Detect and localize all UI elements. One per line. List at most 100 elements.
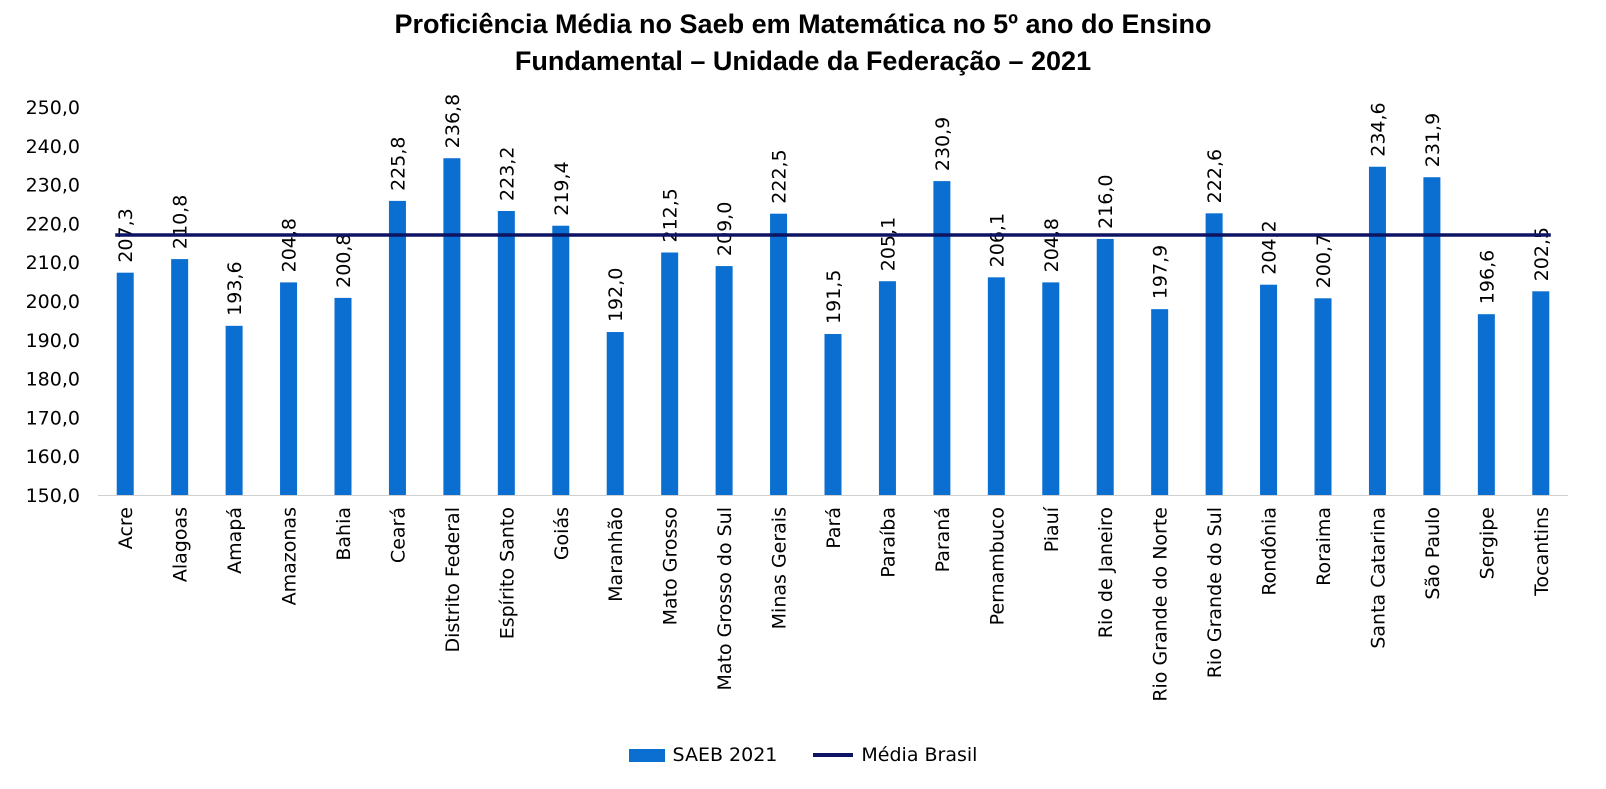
data-label: 204,8	[1041, 218, 1063, 272]
bar	[661, 252, 679, 495]
y-tick-label: 150,0	[26, 485, 80, 507]
data-label: 210,8	[170, 195, 192, 249]
bar	[225, 325, 243, 495]
y-tick-label: 230,0	[26, 175, 80, 197]
x-tick-label: Paraná	[932, 507, 954, 572]
legend-swatch-line	[813, 753, 854, 757]
x-tick-label: Maranhão	[605, 507, 627, 602]
x-tick-label: Pará	[823, 507, 845, 549]
bar	[1096, 238, 1114, 496]
x-tick-label: Tocantins	[1531, 507, 1553, 597]
bar	[1532, 291, 1550, 495]
data-label: 200,7	[1313, 234, 1335, 288]
data-label: 204,2	[1259, 220, 1281, 274]
y-tick-label: 190,0	[26, 330, 80, 352]
y-tick-label: 240,0	[26, 136, 80, 158]
data-label: 200,8	[333, 233, 355, 287]
y-tick-label: 250,0	[26, 97, 80, 119]
legend-swatch-bar	[628, 748, 665, 762]
x-tick-label: Rio Grande do Sul	[1204, 507, 1226, 678]
x-tick-label: Mato Grosso	[660, 507, 682, 625]
data-label: 193,6	[224, 261, 246, 315]
x-tick-label: Distrito Federal	[442, 507, 464, 653]
data-label: 209,0	[714, 202, 736, 256]
x-tick-label: Goiás	[551, 507, 573, 560]
bar	[1314, 298, 1332, 495]
data-label: 192,0	[605, 268, 627, 322]
y-tick-label: 210,0	[26, 252, 80, 274]
y-tick-label: 220,0	[26, 213, 80, 235]
x-tick-label: Rio Grande do Norte	[1150, 507, 1172, 702]
bar	[1368, 166, 1386, 495]
bar	[1260, 284, 1278, 495]
data-label: 231,9	[1422, 113, 1444, 167]
bar	[388, 200, 406, 495]
x-tick-label: Piauí	[1041, 506, 1063, 552]
bar	[933, 181, 951, 495]
data-label: 236,8	[442, 94, 464, 148]
x-tick-label: Sergipe	[1476, 507, 1498, 579]
x-tick-label: Mato Grosso do Sul	[714, 507, 736, 690]
x-tick-label: Alagoas	[170, 507, 192, 582]
x-tick-label: Roraima	[1313, 507, 1335, 586]
data-label: 219,4	[551, 161, 573, 215]
bar	[878, 281, 896, 495]
x-tick-label: Minas Gerais	[769, 507, 791, 629]
legend-item-media: Média Brasil	[813, 744, 977, 766]
data-label: 197,9	[1150, 245, 1172, 299]
bar	[1423, 177, 1441, 495]
bar	[824, 333, 842, 495]
x-tick-label: Espírito Santo	[496, 507, 518, 639]
y-tick-label: 170,0	[26, 407, 80, 429]
x-tick-label: São Paulo	[1422, 507, 1444, 600]
bar	[171, 259, 189, 495]
data-label: 216,0	[1095, 175, 1117, 229]
bar	[715, 266, 733, 495]
bar	[497, 210, 515, 495]
legend-item-saeb: SAEB 2021	[628, 744, 778, 766]
data-label: 212,5	[660, 188, 682, 242]
x-tick-label: Pernambuco	[986, 507, 1008, 625]
bar	[334, 297, 352, 495]
bar	[552, 225, 570, 495]
x-tick-label: Acre	[115, 507, 137, 549]
legend-label-media: Média Brasil	[861, 744, 978, 766]
chart-title-line-2: Fundamental – Unidade da Federação – 202…	[514, 46, 1092, 76]
data-label: 222,6	[1204, 149, 1226, 203]
x-tick-label: Rondônia	[1259, 507, 1281, 596]
bar	[1042, 282, 1060, 495]
bar	[770, 213, 788, 495]
data-label: 223,2	[496, 147, 518, 201]
bar	[116, 272, 134, 495]
data-label: 202,5	[1531, 227, 1553, 281]
data-label: 191,5	[823, 270, 845, 324]
x-tick-label: Santa Catarina	[1367, 507, 1389, 649]
legend-label-saeb: SAEB 2021	[672, 744, 778, 766]
x-tick-label: Bahia	[333, 507, 355, 561]
x-tick-label: Ceará	[387, 507, 409, 563]
data-label: 225,8	[387, 136, 409, 190]
data-label: 206,1	[986, 213, 1008, 267]
bar	[280, 282, 298, 495]
y-tick-label: 160,0	[26, 446, 80, 468]
data-label: 196,6	[1476, 250, 1498, 304]
data-label: 234,6	[1367, 102, 1389, 156]
y-tick-label: 200,0	[26, 291, 80, 313]
data-label: 204,8	[279, 218, 301, 272]
x-tick-label: Amapá	[224, 507, 246, 574]
bar	[987, 277, 1005, 495]
bar	[1477, 314, 1495, 495]
bar	[606, 332, 624, 495]
chart-title: Proficiência Média no Saeb em Matemática…	[0, 6, 1606, 80]
x-tick-label: Paraíba	[877, 507, 899, 578]
x-tick-label: Amazonas	[279, 507, 301, 605]
y-tick-label: 180,0	[26, 369, 80, 391]
bar	[1151, 309, 1169, 495]
chart-title-line-1: Proficiência Média no Saeb em Matemática…	[394, 9, 1212, 39]
data-label: 230,9	[932, 117, 954, 171]
x-tick-label: Rio de Janeiro	[1095, 507, 1117, 638]
data-label: 222,5	[769, 149, 791, 203]
bar	[443, 158, 461, 495]
chart-legend: SAEB 2021 Média Brasil	[0, 744, 1606, 766]
